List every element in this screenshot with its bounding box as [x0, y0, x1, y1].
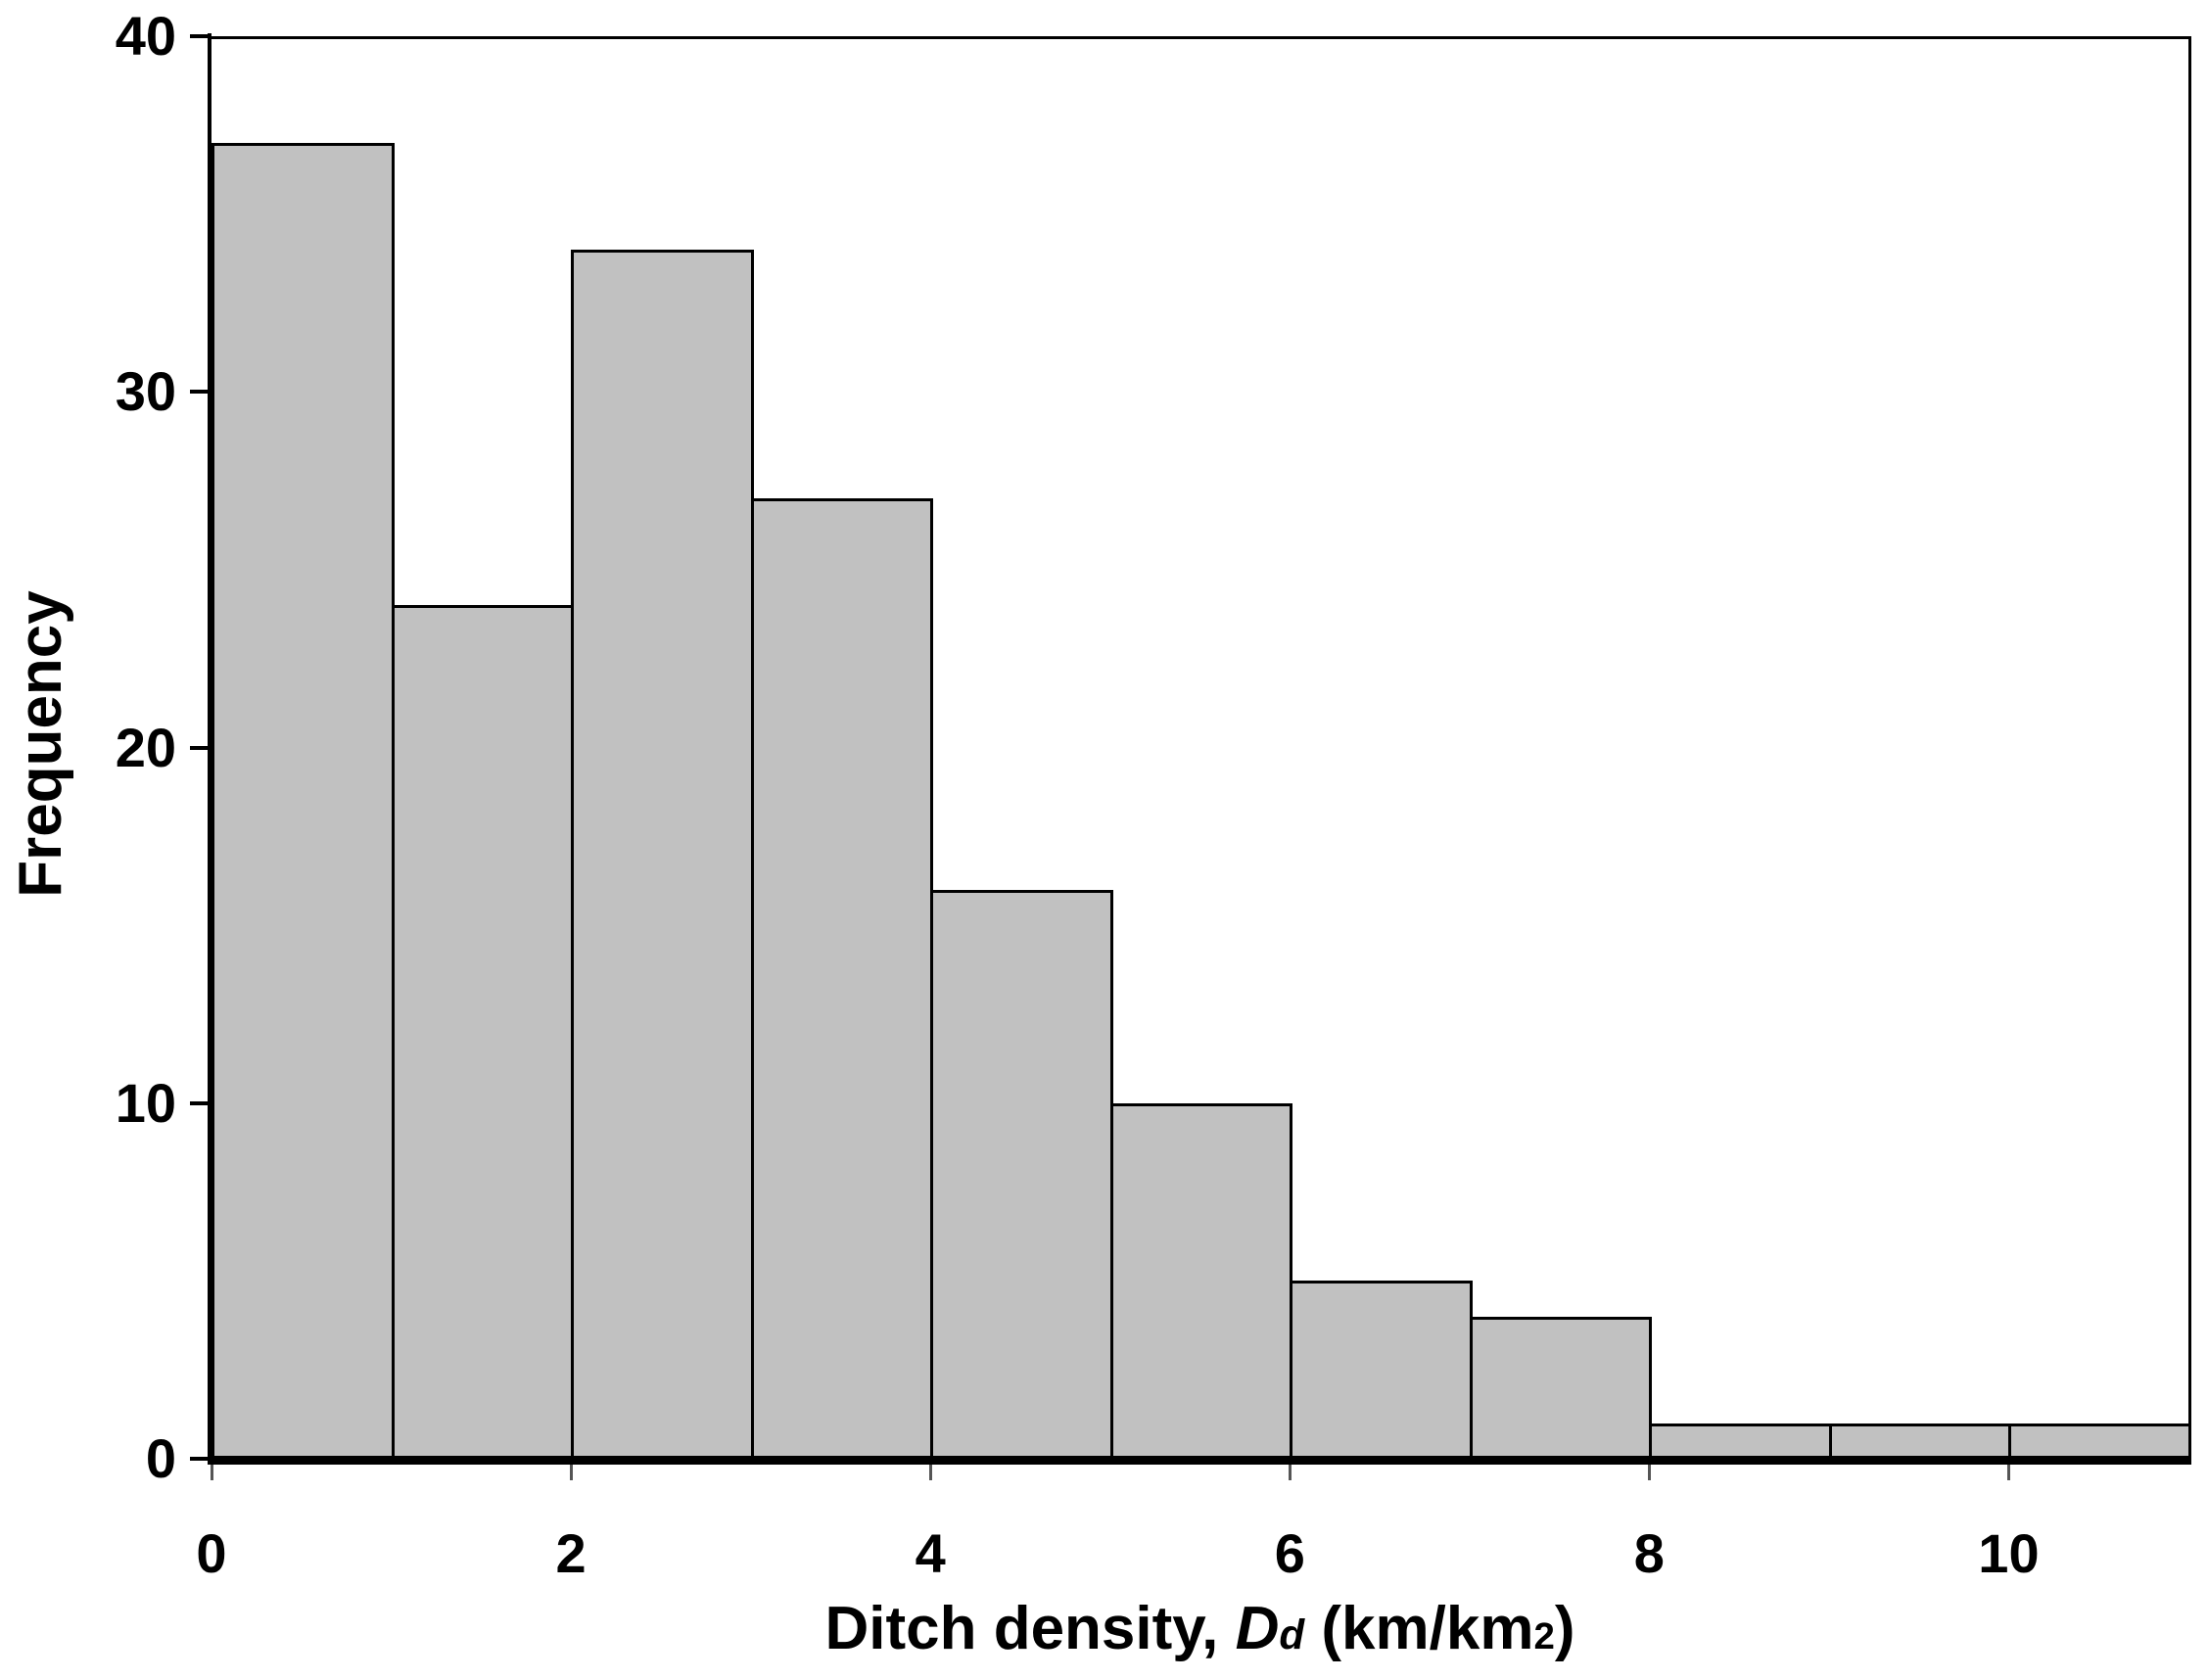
x-axis-title-text: Ditch density,: [824, 1595, 1236, 1662]
x-tick-label: 8: [1633, 1522, 1665, 1584]
y-axis-line: [208, 33, 211, 1465]
plot-area: [211, 36, 2191, 1459]
x-axis-title-unit: (km/km: [1304, 1595, 1534, 1662]
x-tick-label: 6: [1274, 1522, 1305, 1584]
plot-frame-top: [211, 36, 2191, 39]
x-tick: [928, 1465, 932, 1480]
bars-layer: [211, 36, 2191, 1459]
histogram-bar: [571, 249, 754, 1459]
x-axis-title: Ditch density, Dd (km/km2): [211, 1594, 2188, 1672]
x-tick-label: 2: [555, 1522, 587, 1584]
histogram-bar: [1649, 1423, 1832, 1459]
histogram-bar: [1469, 1316, 1653, 1459]
y-tick-label: 0: [145, 1427, 176, 1489]
y-tick: [190, 1457, 208, 1461]
histogram-bar: [930, 889, 1113, 1459]
histogram-bar: [1290, 1281, 1473, 1459]
y-tick-label: 40: [115, 5, 176, 67]
x-tick: [569, 1465, 573, 1480]
plot-frame-right: [2188, 36, 2191, 1459]
x-tick-label: 0: [196, 1522, 227, 1584]
histogram-bar: [211, 142, 395, 1459]
x-tick: [1647, 1465, 1651, 1480]
x-tick-label: 4: [915, 1522, 946, 1584]
x-axis-title-unit-close: ): [1554, 1595, 1575, 1662]
histogram-bar: [750, 498, 934, 1459]
x-tick-label: 10: [1978, 1522, 2040, 1584]
x-axis-title-variable: D: [1235, 1595, 1280, 1662]
y-tick: [190, 34, 208, 38]
y-tick-label: 10: [115, 1071, 176, 1134]
y-tick-label: 30: [115, 360, 176, 423]
y-tick: [190, 745, 208, 750]
x-tick: [210, 1465, 213, 1480]
x-axis-title-subscript: d: [1279, 1611, 1305, 1657]
y-tick-label: 20: [115, 716, 176, 778]
y-tick: [190, 1100, 208, 1105]
histogram-bar: [1828, 1423, 2012, 1459]
histogram-bar: [391, 605, 575, 1459]
x-axis-title-superscript: 2: [1533, 1615, 1555, 1657]
x-axis-line: [208, 1459, 2191, 1465]
x-tick: [1288, 1465, 1292, 1480]
y-tick: [190, 390, 208, 395]
x-tick: [2006, 1465, 2010, 1480]
histogram-bar: [1109, 1102, 1293, 1459]
histogram-bar: [2008, 1423, 2191, 1459]
